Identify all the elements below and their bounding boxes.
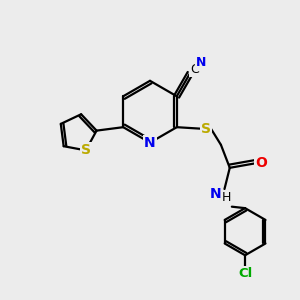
Text: N: N bbox=[196, 56, 206, 69]
Text: N: N bbox=[210, 187, 221, 201]
Text: S: S bbox=[81, 143, 91, 158]
Text: O: O bbox=[255, 156, 267, 170]
Text: C: C bbox=[190, 63, 199, 76]
Text: Cl: Cl bbox=[238, 267, 252, 280]
Text: N: N bbox=[144, 136, 156, 150]
Text: S: S bbox=[201, 122, 211, 136]
Text: H: H bbox=[222, 191, 232, 204]
